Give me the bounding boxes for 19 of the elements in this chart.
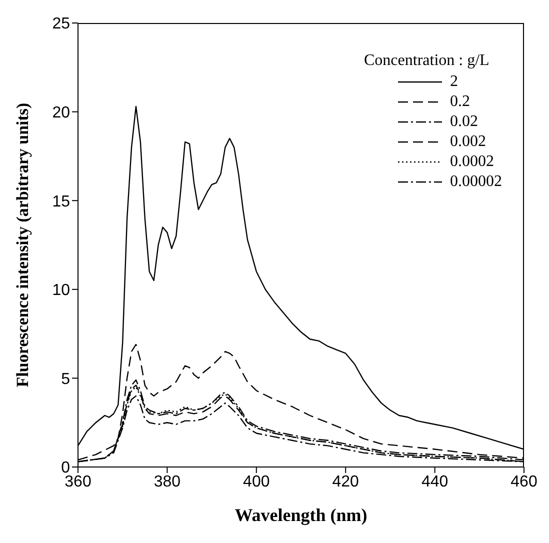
y-tick-label: 25 <box>52 16 70 33</box>
legend-label: 0.00002 <box>450 172 502 192</box>
y-axis-title: Fluorescence intensity (arbitrary units) <box>13 102 32 388</box>
legend-label: 0.0002 <box>450 152 494 172</box>
legend-label: 2 <box>450 72 458 92</box>
y-tick-label: 20 <box>52 104 70 122</box>
y-tick-label: 10 <box>52 282 70 300</box>
x-tick-label: 380 <box>154 473 181 490</box>
x-tick-label: 420 <box>332 473 360 490</box>
y-tick-label: 5 <box>61 370 70 388</box>
x-axis-title: Wavelength (nm) <box>234 505 368 525</box>
y-tick-label: 15 <box>52 193 70 210</box>
x-tick-label: 440 <box>421 473 448 490</box>
legend-label: 0.02 <box>450 112 478 132</box>
x-tick-label: 400 <box>243 473 270 490</box>
legend-label: 0.2 <box>450 92 470 112</box>
legend-title: Concentration : g/L <box>364 51 490 71</box>
x-tick-label: 460 <box>510 473 538 490</box>
legend-label: 0.002 <box>450 132 486 152</box>
